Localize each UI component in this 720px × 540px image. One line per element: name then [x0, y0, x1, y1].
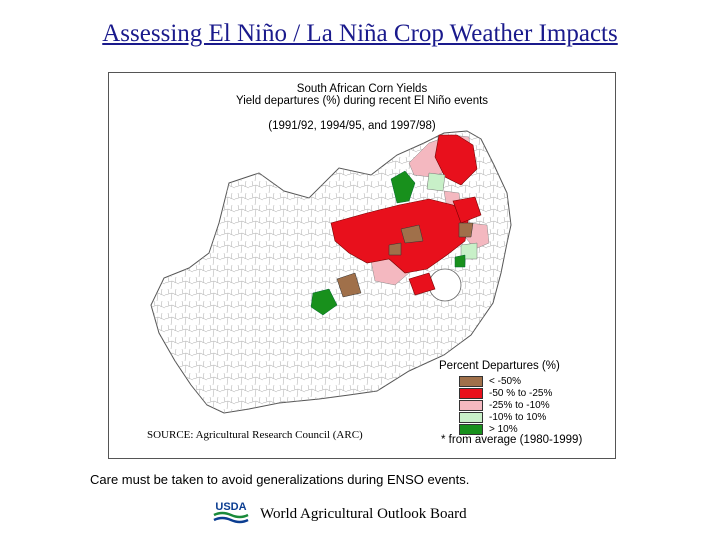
- legend-swatch: [459, 375, 483, 387]
- usda-logo-text: USDA: [215, 501, 246, 513]
- region-lightgreen-1: [426, 172, 446, 192]
- map-title: South African Corn Yields: [296, 83, 428, 95]
- region-brown-3: [458, 222, 474, 238]
- map-years: (1991/92, 1994/95, and 1997/98): [268, 120, 436, 132]
- region-brown-2: [336, 272, 362, 298]
- map-subtitle: Yield departures (%) during recent El Ni…: [235, 95, 489, 107]
- region-red-main: [330, 198, 470, 274]
- footer-org-name: World Agricultural Outlook Board: [260, 506, 467, 522]
- region-green-west: [310, 288, 338, 316]
- legend-label: > 10%: [489, 423, 518, 435]
- legend-label: -50 % to -25%: [489, 387, 553, 399]
- usda-logo-icon: USDA: [213, 501, 249, 524]
- legend-swatch: [459, 387, 483, 399]
- legend-swatch: [459, 411, 483, 423]
- legend-label: -10% to 10%: [489, 411, 547, 423]
- legend-swatch: [459, 399, 483, 411]
- legend-label: -25% to -10%: [489, 399, 550, 411]
- legend-item-5: > 10%: [459, 423, 518, 435]
- south-africa-map: [150, 130, 512, 414]
- legend-label: < -50%: [489, 375, 521, 387]
- region-green-north: [390, 170, 416, 204]
- legend-item-2: -50 % to -25%: [459, 387, 552, 399]
- legend-item-3: -25% to -10%: [459, 399, 550, 411]
- map-source: SOURCE: Agricultural Research Council (A…: [147, 429, 363, 441]
- legend-title: Percent Departures (%): [439, 360, 560, 372]
- slide-caption: Care must be taken to avoid generalizati…: [90, 472, 470, 487]
- legend-swatch: [459, 423, 483, 435]
- slide-title: Assessing El Niño / La Niña Crop Weather…: [102, 20, 618, 47]
- legend-item-1: < -50%: [459, 375, 521, 387]
- map-footnote: * from average (1980-1999): [441, 434, 583, 446]
- region-brown-1: [400, 224, 424, 244]
- legend-item-4: -10% to 10%: [459, 411, 546, 423]
- map-figure: South African Corn Yields Yield departur…: [108, 72, 616, 459]
- region-red-north: [434, 134, 478, 186]
